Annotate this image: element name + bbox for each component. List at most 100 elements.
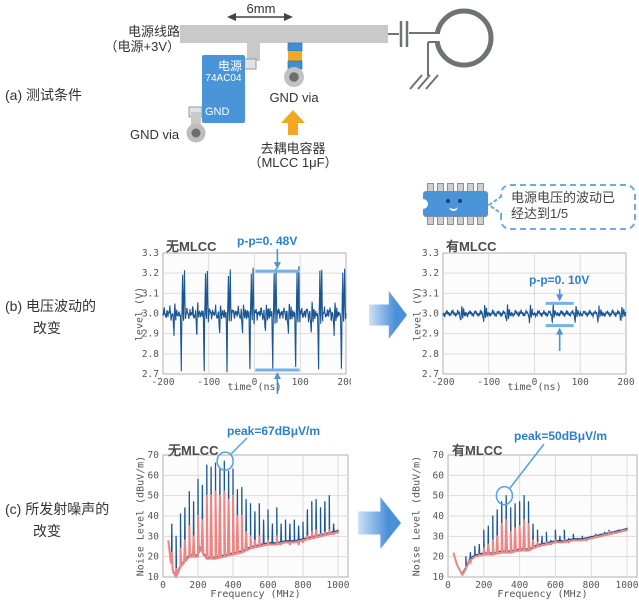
capacitor-pointer-arrowhead [281, 110, 305, 123]
svg-text:2.9: 2.9 [142, 329, 159, 340]
chart-voltage-with-mlcc-plot: 2.7 2.8 2.9 3.0 3.1 3.2 3.3 -200 -100 0 100 200 [422, 248, 635, 388]
section-c-label-1: (c) 所发射噪声的 [5, 501, 110, 517]
x-axis-label: Frequency (MHz) [497, 589, 588, 600]
chart-title: 有MLCC [446, 239, 497, 254]
speech-bubble [500, 184, 636, 230]
speech-bubble-tail [487, 195, 503, 215]
transition-arrow-b [369, 291, 407, 339]
svg-text:2.8: 2.8 [142, 349, 159, 360]
svg-text:3.3: 3.3 [142, 248, 159, 259]
svg-text:3.3: 3.3 [422, 248, 439, 259]
svg-text:100: 100 [572, 377, 589, 388]
svg-text:50: 50 [433, 491, 445, 502]
svg-text:-200: -200 [432, 377, 455, 388]
mlcc-body [288, 51, 302, 61]
svg-text:200: 200 [475, 580, 492, 591]
svg-text:3.0: 3.0 [422, 309, 439, 320]
svg-text:50: 50 [148, 491, 160, 502]
chart-title: 无MLCC [166, 239, 217, 254]
svg-text:200: 200 [189, 580, 206, 591]
chip-pins-bottom [427, 216, 484, 225]
chart-title: 有MLCC [452, 443, 503, 458]
loop-gap [430, 34, 440, 41]
svg-text:200: 200 [617, 377, 634, 388]
power-trace [180, 25, 388, 43]
svg-text:40: 40 [148, 511, 160, 522]
pp-annotation: p-p=0. 48V [237, 234, 298, 248]
svg-text:0: 0 [252, 377, 258, 388]
svg-text:400: 400 [511, 580, 528, 591]
svg-text:30: 30 [433, 531, 445, 542]
x-axis-label: Frequency (MHz) [210, 589, 301, 600]
peak-annotation: peak=50dBμV/m [514, 429, 608, 443]
dimension-label: 6mm [246, 1, 276, 16]
section-a-label: (a) 测试条件 [5, 87, 82, 103]
svg-text:3.1: 3.1 [422, 288, 439, 299]
svg-text:3.2: 3.2 [142, 268, 159, 279]
svg-text:2.7: 2.7 [142, 369, 159, 380]
chip-pin [437, 216, 444, 225]
svg-text:-100: -100 [477, 377, 500, 388]
loop-antenna [434, 8, 494, 68]
dimension-arrowhead-right [284, 13, 293, 21]
svg-text:20: 20 [148, 552, 160, 563]
mlcc-terminal-top [287, 42, 303, 52]
circuit-diagram [180, 8, 494, 143]
svg-text:2.8: 2.8 [422, 349, 439, 360]
ic-power-label: 电源 [217, 59, 242, 73]
svg-text:70: 70 [148, 450, 160, 461]
chip-pin [457, 216, 464, 225]
svg-text:800: 800 [294, 580, 311, 591]
decoupling-cap-label-1: 去耦电容器 [260, 141, 326, 156]
chart-voltage-no-mlcc: 2.7 2.8 2.9 3.0 3.1 3.2 3.3 -200 -100 0 100 200 无ML… [133, 232, 351, 404]
svg-text:40: 40 [433, 511, 445, 522]
chart-voltage-with-mlcc: 2.7 2.8 2.9 3.0 3.1 3.2 3.3 -200 -100 0 100 200 有ML… [413, 232, 639, 404]
svg-text:-100: -100 [197, 377, 220, 388]
svg-text:2.9: 2.9 [422, 329, 439, 340]
power-stub [247, 42, 260, 61]
chip-pin [477, 216, 484, 225]
svg-text:3.2: 3.2 [422, 268, 439, 279]
section-b-label-1: (b) 电压波动的 [5, 298, 96, 314]
transition-arrow-c [358, 497, 401, 549]
y-axis-label: Noise Level (dBuV/m) [135, 455, 147, 577]
bubble-line-1: 电源电压的波动已 [511, 190, 616, 205]
svg-text:3.0: 3.0 [142, 309, 159, 320]
svg-text:2.7: 2.7 [422, 369, 439, 380]
svg-text:0: 0 [160, 580, 166, 591]
power-line-label-2: （电源+3V） [104, 39, 181, 54]
ground-hatch-3 [409, 74, 423, 90]
svg-text:800: 800 [583, 580, 600, 591]
chart-noise-with-mlcc-plot: 10 20 30 40 50 60 70 0 200 400 600 800 1000 [433, 443, 639, 591]
y-axis-label: Noise Level (dBuV/m) [411, 455, 423, 577]
x-axis-label: time (ns) [507, 382, 562, 393]
chip-eye-right [458, 199, 462, 203]
ic-gnd-label: GND [205, 106, 230, 118]
svg-text:1000: 1000 [616, 580, 639, 591]
svg-text:70: 70 [433, 450, 445, 461]
gnd-via-right-hole [289, 72, 299, 82]
gnd-connector [191, 112, 201, 128]
ic-body [202, 55, 245, 123]
svg-text:30: 30 [148, 531, 160, 542]
svg-text:10: 10 [433, 572, 445, 583]
chip-pin [467, 216, 474, 225]
y-axis-label: level (V) [412, 286, 424, 341]
svg-text:20: 20 [433, 552, 445, 563]
ic-name-label: 74AC04 [205, 73, 242, 84]
gnd-via-left-label: GND via [130, 127, 180, 142]
svg-text:0: 0 [445, 580, 451, 591]
svg-text:400: 400 [224, 580, 241, 591]
chart-noise-no-mlcc-plot: 10 20 30 40 50 60 70 0 200 400 600 800 1000 [148, 437, 350, 591]
svg-text:0: 0 [532, 377, 538, 388]
gnd-via-left-hole [191, 128, 201, 138]
chart-noise-with-mlcc: 10 20 30 40 50 60 70 0 200 400 600 800 1000 有MLCC pe… [410, 424, 639, 610]
chip-notch [418, 199, 428, 209]
svg-text:10: 10 [148, 572, 160, 583]
svg-text:-200: -200 [152, 377, 175, 388]
peak-annotation: peak=67dBμV/m [227, 424, 321, 438]
x-axis-label: time (ns) [227, 382, 282, 393]
svg-text:100: 100 [292, 377, 309, 388]
dimension-arrowhead-left [227, 13, 236, 21]
chart-voltage-no-mlcc-plot: 2.7 2.8 2.9 3.0 3.1 3.2 3.3 -200 -100 0 100 200 [142, 248, 351, 394]
